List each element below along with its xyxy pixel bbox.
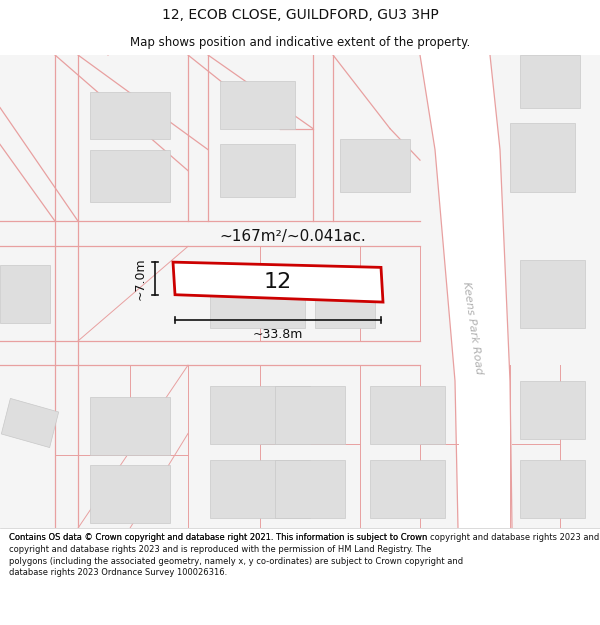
Bar xyxy=(90,149,170,202)
Text: Map shows position and indicative extent of the property.: Map shows position and indicative extent… xyxy=(130,36,470,49)
Polygon shape xyxy=(420,55,512,528)
Text: ~33.8m: ~33.8m xyxy=(253,328,303,341)
Bar xyxy=(275,386,345,444)
Text: Contains OS data © Crown copyright and database right 2021. This information is : Contains OS data © Crown copyright and d… xyxy=(9,533,463,578)
Bar xyxy=(520,55,580,108)
Bar xyxy=(0,265,50,323)
Bar xyxy=(210,460,310,518)
Bar xyxy=(220,144,295,197)
Bar xyxy=(370,386,445,444)
Polygon shape xyxy=(173,262,383,302)
Text: 12: 12 xyxy=(264,272,292,292)
Text: ~7.0m: ~7.0m xyxy=(134,257,147,300)
Bar xyxy=(90,92,170,139)
Bar xyxy=(90,397,170,454)
Bar xyxy=(210,386,310,444)
Text: 12, ECOB CLOSE, GUILDFORD, GU3 3HP: 12, ECOB CLOSE, GUILDFORD, GU3 3HP xyxy=(161,8,439,22)
Text: Contains OS data © Crown copyright and database right 2021. This information is : Contains OS data © Crown copyright and d… xyxy=(9,533,600,542)
Bar xyxy=(220,81,295,129)
Text: ~167m²/~0.041ac.: ~167m²/~0.041ac. xyxy=(220,229,367,244)
Polygon shape xyxy=(1,398,59,448)
Bar xyxy=(520,460,585,518)
Bar xyxy=(520,260,585,328)
Bar xyxy=(90,465,170,523)
Bar xyxy=(210,271,305,328)
Bar xyxy=(510,123,575,192)
Bar xyxy=(520,381,585,439)
Text: Keens Park Road: Keens Park Road xyxy=(461,281,484,376)
Bar xyxy=(340,139,410,192)
Bar xyxy=(275,460,345,518)
Bar xyxy=(315,271,375,328)
Bar xyxy=(370,460,445,518)
